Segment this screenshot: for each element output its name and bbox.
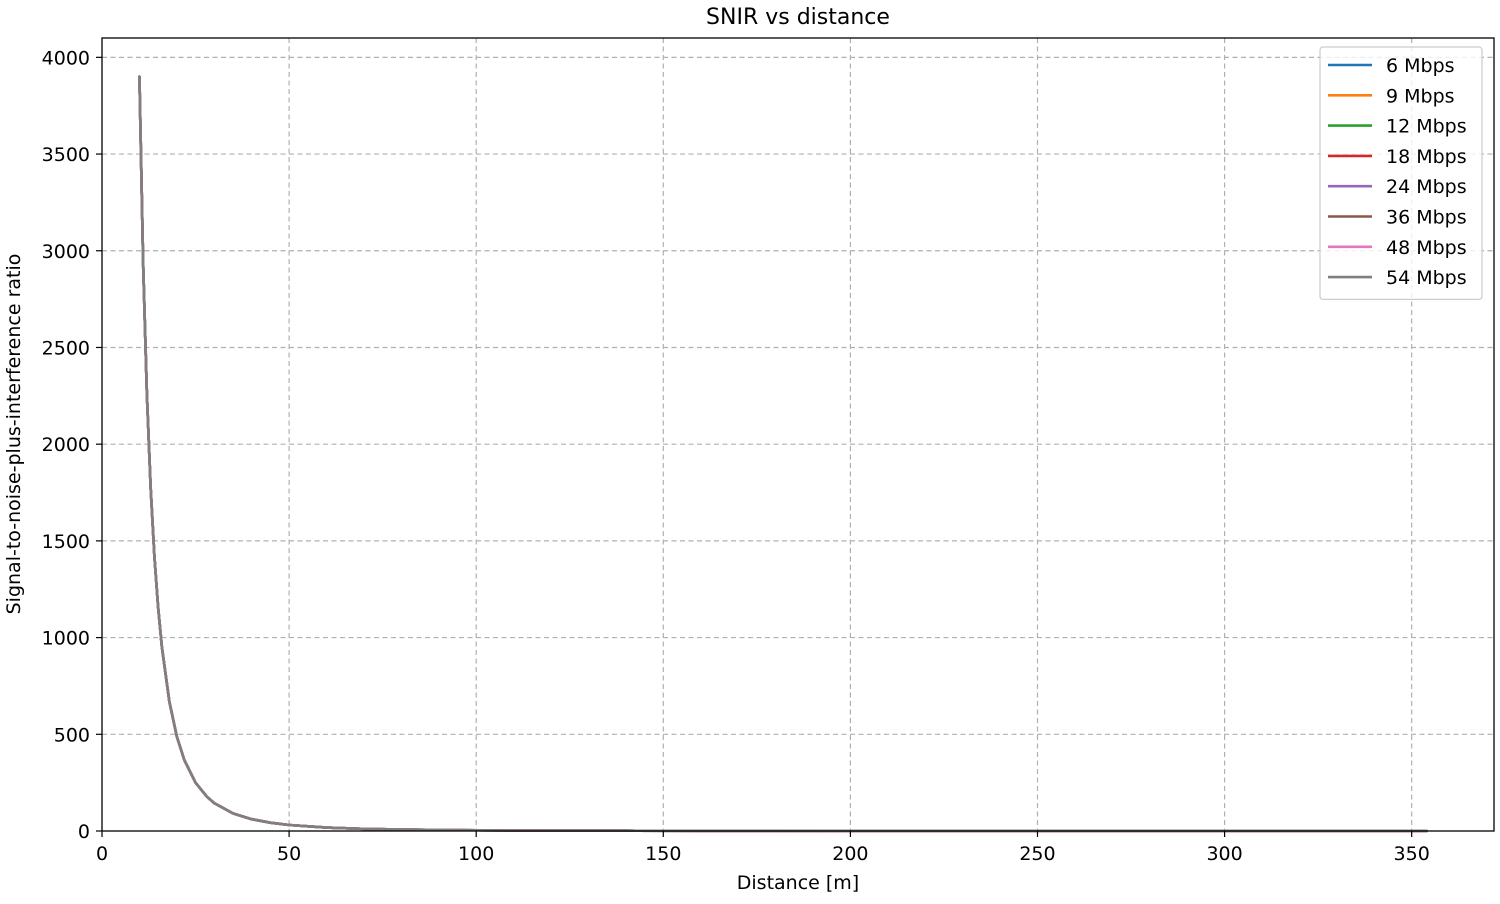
legend-label-24-mbps: 24 Mbps (1386, 176, 1467, 198)
x-tick-label: 250 (1019, 843, 1055, 865)
y-tick-label: 1000 (42, 628, 90, 650)
y-tick-label: 1500 (42, 531, 90, 553)
x-tick-label: 50 (277, 843, 301, 865)
series-line-24-mbps (138, 75, 1428, 833)
series-line-48-mbps (138, 75, 1428, 833)
legend: 6 Mbps 9 Mbps 12 Mbps 18 Mbps 24 Mbps 36 Mbps… (1319, 46, 1483, 300)
series-line-36-mbps (138, 75, 1428, 833)
y-tick-label: 500 (54, 724, 90, 746)
series-line-6-mbps (138, 75, 1428, 833)
series-lines (138, 75, 1428, 833)
legend-label-12-mbps: 12 Mbps (1386, 116, 1467, 138)
x-axis-label: Distance [m] (737, 872, 859, 894)
legend-label-36-mbps: 36 Mbps (1386, 207, 1467, 229)
series-line-12-mbps (138, 75, 1428, 833)
y-tick-label: 2500 (42, 337, 90, 359)
legend-label-18-mbps: 18 Mbps (1386, 146, 1467, 168)
legend-label-48-mbps: 48 Mbps (1386, 237, 1467, 259)
series-line-9-mbps (138, 75, 1428, 833)
axis-ticks: 0 50 100 150 200 250 300 3500500100015002000250… (42, 47, 1430, 865)
x-tick-label: 100 (458, 843, 494, 865)
y-tick-label: 2000 (42, 434, 90, 456)
series-line-54-mbps (138, 75, 1428, 833)
chart-title: SNIR vs distance (706, 5, 890, 30)
x-tick-label: 300 (1206, 843, 1242, 865)
x-tick-label: 200 (832, 843, 868, 865)
y-tick-label: 3000 (42, 241, 90, 263)
x-tick-label: 350 (1394, 843, 1430, 865)
x-tick-label: 150 (645, 843, 681, 865)
x-tick-label: 0 (96, 843, 108, 865)
legend-box (1319, 46, 1483, 300)
legend-label-6-mbps: 6 Mbps (1386, 55, 1455, 77)
y-tick-label: 3500 (42, 144, 90, 166)
y-tick-label: 0 (78, 821, 90, 843)
y-tick-label: 4000 (42, 47, 90, 69)
plot-frame (101, 37, 1495, 832)
series-line-18-mbps (138, 75, 1428, 833)
legend-label-9-mbps: 9 Mbps (1386, 85, 1455, 107)
legend-label-54-mbps: 54 Mbps (1386, 267, 1467, 289)
y-axis-label: Signal-to-noise-plus-interference ratio (3, 254, 25, 615)
grid (102, 38, 1494, 831)
